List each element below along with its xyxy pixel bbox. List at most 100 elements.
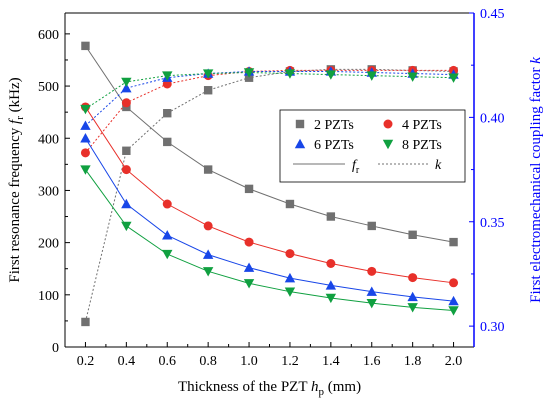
fr-point-4-pzts [162,199,172,209]
fr-point-6-pzts [448,295,459,306]
x-tick-label: 1.2 [281,354,299,369]
k-point-6-pzts [121,82,132,93]
fr-point-8-pzts [202,267,214,277]
k-point-8-pzts [121,77,132,88]
y-left-tick-label: 300 [38,184,59,199]
y-right-tick-label: 0.40 [480,111,505,126]
k-line-8-pzts [85,71,454,110]
fr-point-2-pzts [367,221,376,231]
y-left-tick-label: 200 [38,237,59,252]
k-line-2-pzts [84,68,454,323]
k-point-8-pzts [243,68,255,78]
x-tick-label: 1.0 [240,354,258,369]
fr-point-8-pzts [243,279,255,289]
legend-marker [383,119,393,129]
k-point-2-pzts [81,317,90,327]
fr-line-8-pzts [85,169,454,311]
y-right-tick-label: 0.35 [480,216,505,231]
y-left-tick-label: 400 [38,132,59,147]
fr-point-6-pzts [407,291,418,302]
fr-point-6-pzts [121,198,132,209]
y-left-tick-label: 100 [38,289,59,304]
k-point-4-pzts [121,98,131,108]
fr-point-2-pzts [326,212,336,221]
x-tick-label: 1.4 [322,354,340,369]
fr-point-6-pzts [243,262,255,272]
k-point-4-pzts [80,148,90,158]
x-tick-label: 0.6 [159,354,177,369]
x-tick-label: 2.0 [445,354,463,369]
fr-point-8-pzts [366,298,377,309]
fr-point-4-pzts [408,273,418,283]
legend: 2 PZTs 4 PZTs 6 PZTs 8 PZTs fr k [279,109,466,183]
legend-marker [295,119,305,129]
x-tick-label: 0.2 [77,354,95,369]
fr-point-2-pzts [408,230,417,239]
x-tick-label: 1.8 [404,354,422,369]
k-point-6-pzts [80,120,91,130]
fr-point-4-pzts [203,221,213,231]
fr-point-2-pzts [163,137,172,147]
fr-point-4-pzts [367,266,377,276]
fr-point-4-pzts [244,237,254,247]
k-point-2-pzts [122,146,131,155]
fr-point-6-pzts [325,280,337,290]
k-point-8-pzts [162,71,173,81]
fr-point-2-pzts [81,41,90,51]
k-point-2-pzts [163,109,172,118]
k-point-8-pzts [80,104,91,115]
fr-point-4-pzts [449,278,459,288]
legend-label: 6 PZTs [314,138,354,153]
fr-line-4-pzts [85,106,454,284]
fr-point-8-pzts [284,287,296,297]
legend-label: 8 PZTs [402,138,442,153]
legend-box [279,109,466,183]
k-point-8-pzts [366,71,377,81]
fr-point-4-pzts [121,165,131,175]
x-tick-label: 0.8 [199,354,217,369]
k-line-6-pzts [85,70,454,127]
fr-point-2-pzts [285,199,295,209]
fr-point-8-pzts [448,306,459,316]
x-axis-label: Thickness of the PZT hp (mm) [178,379,361,398]
y-right-tick-label: 0.30 [480,320,505,335]
fr-point-6-pzts [162,230,173,240]
fr-point-6-pzts [202,249,214,259]
k-point-2-pzts [203,86,213,95]
fr-point-2-pzts [449,237,458,247]
fr-point-4-pzts [326,259,336,268]
fr-point-2-pzts [244,184,254,194]
k-point-8-pzts [407,72,418,82]
k-point-2-pzts [244,73,254,82]
y-left-tick-label: 0 [52,341,59,356]
legend-label: 2 PZTs [314,118,354,133]
k-point-8-pzts [325,70,337,80]
fr-point-8-pzts [407,303,418,313]
fr-point-2-pzts [203,165,213,174]
x-tick-label: 0.4 [118,354,136,369]
fr-point-8-pzts [162,249,173,260]
legend-marker [294,138,306,149]
x-tick-label: 1.6 [363,354,381,369]
legend-label: 4 PZTs [402,118,442,133]
y-right-axis-label: First electromechanical coupling factor … [528,57,544,303]
y-right-tick-label: 0.45 [480,7,505,22]
fr-point-4-pzts [285,249,295,259]
legend-k-label: k [435,158,442,173]
legend-fr-label: fr [352,158,360,176]
fr-line-6-pzts [85,137,454,302]
fr-point-6-pzts [284,272,296,283]
fr-point-6-pzts [80,133,91,143]
y-left-axis-label: First resonance frequency fr (kHz) [7,77,26,282]
fr-point-8-pzts [80,165,91,175]
fr-line-2-pzts [85,45,454,243]
k-point-8-pzts [202,69,214,79]
k-point-8-pzts [448,73,459,83]
fr-point-8-pzts [121,221,132,232]
k-point-8-pzts [284,69,296,79]
legend-marker [382,139,394,150]
fr-point-6-pzts [366,286,377,296]
y-left-tick-label: 600 [38,28,59,43]
fr-point-8-pzts [325,293,337,304]
